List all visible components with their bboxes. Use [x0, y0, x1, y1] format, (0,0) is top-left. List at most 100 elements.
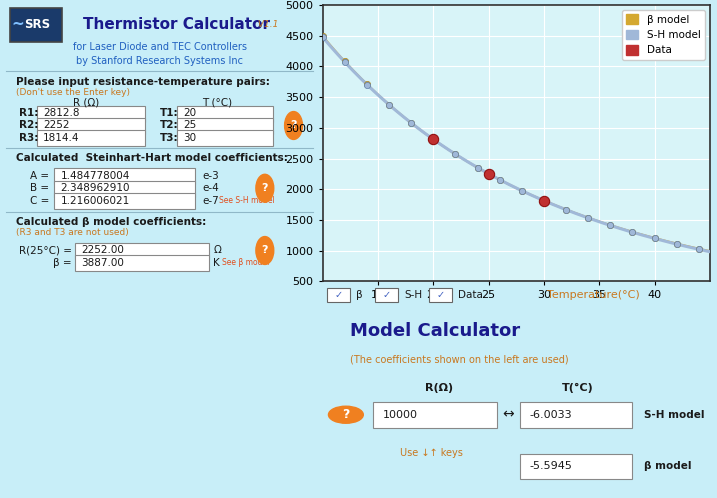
Text: ✓: ✓: [437, 290, 445, 300]
Text: by Stanford Research Systems Inc: by Stanford Research Systems Inc: [76, 56, 243, 66]
FancyBboxPatch shape: [54, 193, 194, 209]
Text: Data: Data: [458, 289, 483, 299]
Circle shape: [256, 237, 274, 264]
Point: [494, 176, 505, 184]
Point: [538, 197, 550, 205]
Point: [693, 246, 705, 253]
Text: -6.0033: -6.0033: [530, 410, 572, 420]
Text: A =: A =: [30, 171, 49, 181]
Text: for Laser Diode and TEC Controllers: for Laser Diode and TEC Controllers: [72, 42, 247, 52]
FancyBboxPatch shape: [37, 118, 145, 134]
FancyBboxPatch shape: [177, 118, 272, 134]
Point: [405, 119, 417, 127]
Text: (Don't use the Enter key): (Don't use the Enter key): [16, 88, 130, 97]
Text: T2:: T2:: [159, 121, 178, 130]
Point: [317, 33, 328, 41]
Text: 2812.8: 2812.8: [43, 108, 80, 118]
Point: [582, 214, 594, 222]
Text: ?: ?: [342, 408, 350, 421]
Point: [361, 80, 373, 88]
Text: S-H: S-H: [404, 289, 422, 299]
Text: -5.5945: -5.5945: [530, 461, 573, 471]
Text: β =: β =: [53, 258, 72, 268]
Point: [627, 228, 638, 236]
Text: R1:: R1:: [19, 108, 39, 118]
Circle shape: [328, 406, 364, 423]
Point: [472, 163, 483, 171]
Text: R (Ω): R (Ω): [73, 97, 99, 107]
Point: [516, 187, 528, 195]
Text: 20: 20: [184, 108, 196, 118]
Point: [604, 222, 616, 230]
Point: [317, 32, 328, 40]
Text: Use ↓↑ keys: Use ↓↑ keys: [400, 448, 463, 458]
Text: R2:: R2:: [19, 121, 39, 130]
Text: Temperature(°C): Temperature(°C): [547, 289, 640, 299]
Text: 1.216006021: 1.216006021: [61, 196, 130, 206]
Text: ?: ?: [290, 121, 297, 130]
Point: [494, 176, 505, 184]
Text: 1814.4: 1814.4: [43, 133, 80, 143]
Circle shape: [285, 112, 303, 139]
Text: 25: 25: [184, 121, 196, 130]
Text: ✓: ✓: [382, 290, 391, 300]
Text: ✓: ✓: [334, 290, 342, 300]
FancyBboxPatch shape: [54, 181, 194, 197]
Text: R(Ω): R(Ω): [424, 383, 453, 393]
FancyBboxPatch shape: [375, 288, 398, 302]
Text: e-4: e-4: [203, 183, 219, 193]
Point: [427, 135, 439, 143]
Point: [472, 163, 483, 171]
Point: [384, 101, 395, 109]
FancyBboxPatch shape: [177, 130, 272, 146]
FancyBboxPatch shape: [9, 8, 62, 42]
Text: V1.1: V1.1: [255, 20, 279, 29]
Text: Please input resistance-temperature pairs:: Please input resistance-temperature pair…: [16, 77, 270, 87]
Text: See β model: See β model: [222, 258, 269, 267]
Point: [649, 234, 660, 242]
Point: [582, 214, 594, 222]
Point: [560, 206, 571, 214]
Text: T(°C): T(°C): [562, 383, 594, 393]
Text: SRS: SRS: [24, 18, 49, 31]
FancyBboxPatch shape: [75, 243, 209, 259]
Legend: β model, S-H model, Data: β model, S-H model, Data: [622, 10, 705, 60]
FancyBboxPatch shape: [429, 288, 452, 302]
Point: [538, 197, 550, 205]
FancyBboxPatch shape: [54, 168, 194, 184]
Point: [361, 81, 373, 89]
Text: (R3 and T3 are not used): (R3 and T3 are not used): [16, 228, 129, 237]
FancyBboxPatch shape: [177, 106, 272, 122]
Text: Model Calculator: Model Calculator: [350, 323, 520, 341]
Point: [405, 119, 417, 127]
Text: T1:: T1:: [159, 108, 178, 118]
Text: Thermistor Calculator: Thermistor Calculator: [83, 17, 270, 32]
FancyBboxPatch shape: [520, 402, 632, 428]
Text: K: K: [213, 258, 220, 268]
Text: R3:: R3:: [19, 133, 39, 143]
Point: [450, 150, 461, 158]
Text: Ω: Ω: [213, 246, 221, 255]
Point: [560, 206, 571, 214]
Text: ~: ~: [11, 16, 24, 31]
Point: [627, 228, 638, 236]
FancyBboxPatch shape: [37, 106, 145, 122]
Point: [604, 221, 616, 229]
Text: C =: C =: [30, 196, 49, 206]
Text: T3:: T3:: [159, 133, 178, 143]
Circle shape: [256, 174, 274, 202]
Text: S-H model: S-H model: [644, 410, 705, 420]
Text: 2252.00: 2252.00: [81, 246, 124, 255]
Point: [693, 245, 705, 252]
Point: [538, 197, 550, 205]
FancyBboxPatch shape: [326, 288, 350, 302]
FancyBboxPatch shape: [37, 130, 145, 146]
FancyBboxPatch shape: [373, 402, 497, 428]
Text: 1.484778004: 1.484778004: [61, 171, 130, 181]
Point: [427, 135, 439, 143]
Point: [516, 187, 528, 195]
Point: [384, 101, 395, 109]
Text: B =: B =: [30, 183, 49, 193]
Text: e-7: e-7: [203, 196, 219, 206]
Text: 2252: 2252: [43, 121, 70, 130]
